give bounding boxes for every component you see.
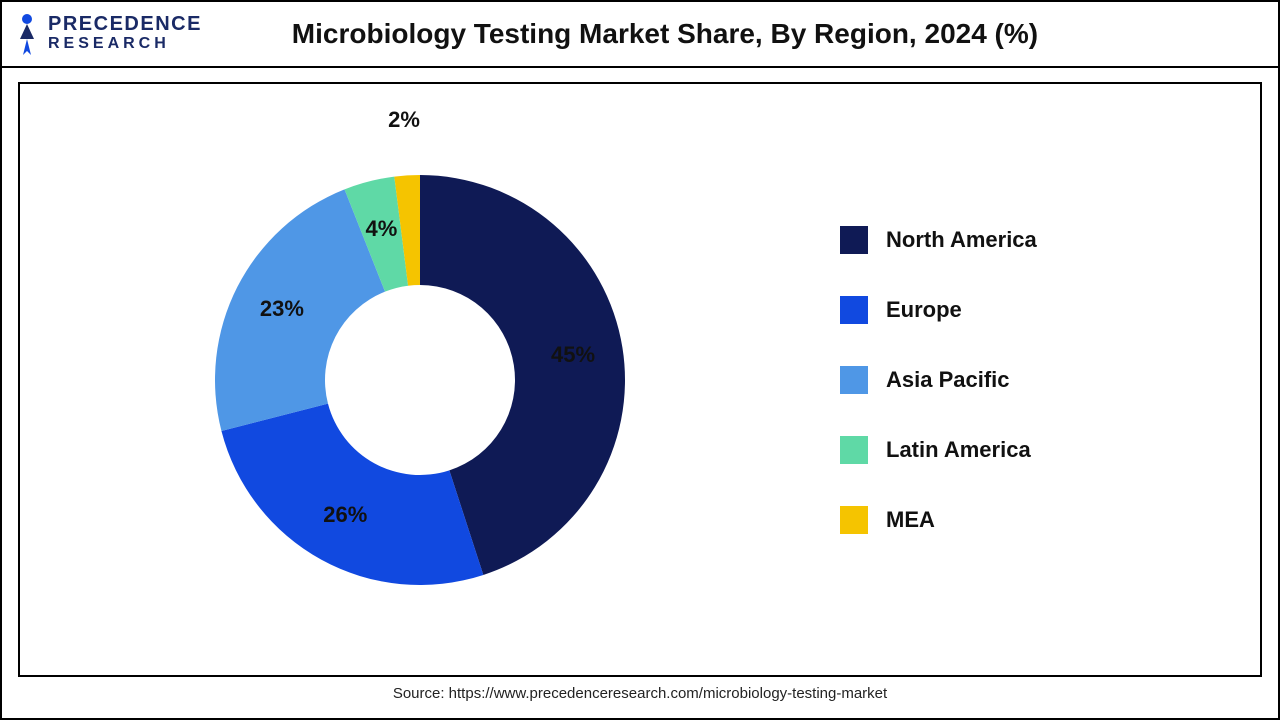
donut-chart: 45% 26% 23% 4% 2%: [20, 84, 800, 675]
legend-swatch: [840, 226, 868, 254]
chart-title: Microbiology Testing Market Share, By Re…: [62, 18, 1268, 50]
legend-swatch: [840, 436, 868, 464]
slice-label: 45%: [551, 342, 595, 368]
legend-item: Europe: [840, 296, 1260, 324]
legend-swatch: [840, 296, 868, 324]
slice-label: 26%: [323, 502, 367, 528]
legend-item: Asia Pacific: [840, 366, 1260, 394]
page-frame: PRECEDENCE RESEARCH Microbiology Testing…: [0, 0, 1280, 720]
donut-slice: [221, 403, 483, 584]
legend-label: North America: [886, 227, 1037, 253]
logo-mark-icon: [12, 11, 42, 57]
source-text: Source: https://www.precedenceresearch.c…: [18, 677, 1262, 712]
plot-border: 45% 26% 23% 4% 2% North America Europe Asia Pa…: [18, 82, 1262, 677]
legend: North America Europe Asia Pacific Latin Ame…: [800, 226, 1260, 534]
legend-label: Latin America: [886, 437, 1031, 463]
legend-label: Europe: [886, 297, 962, 323]
legend-swatch: [840, 506, 868, 534]
slice-label: 4%: [366, 216, 398, 242]
legend-swatch: [840, 366, 868, 394]
slice-label: 2%: [388, 107, 420, 133]
title-bar: PRECEDENCE RESEARCH Microbiology Testing…: [2, 2, 1278, 68]
legend-item: North America: [840, 226, 1260, 254]
legend-label: MEA: [886, 507, 935, 533]
slice-label: 23%: [260, 296, 304, 322]
plot-wrap: 45% 26% 23% 4% 2% North America Europe Asia Pa…: [2, 68, 1278, 718]
legend-label: Asia Pacific: [886, 367, 1010, 393]
legend-item: Latin America: [840, 436, 1260, 464]
donut-svg: [20, 90, 800, 670]
legend-item: MEA: [840, 506, 1260, 534]
